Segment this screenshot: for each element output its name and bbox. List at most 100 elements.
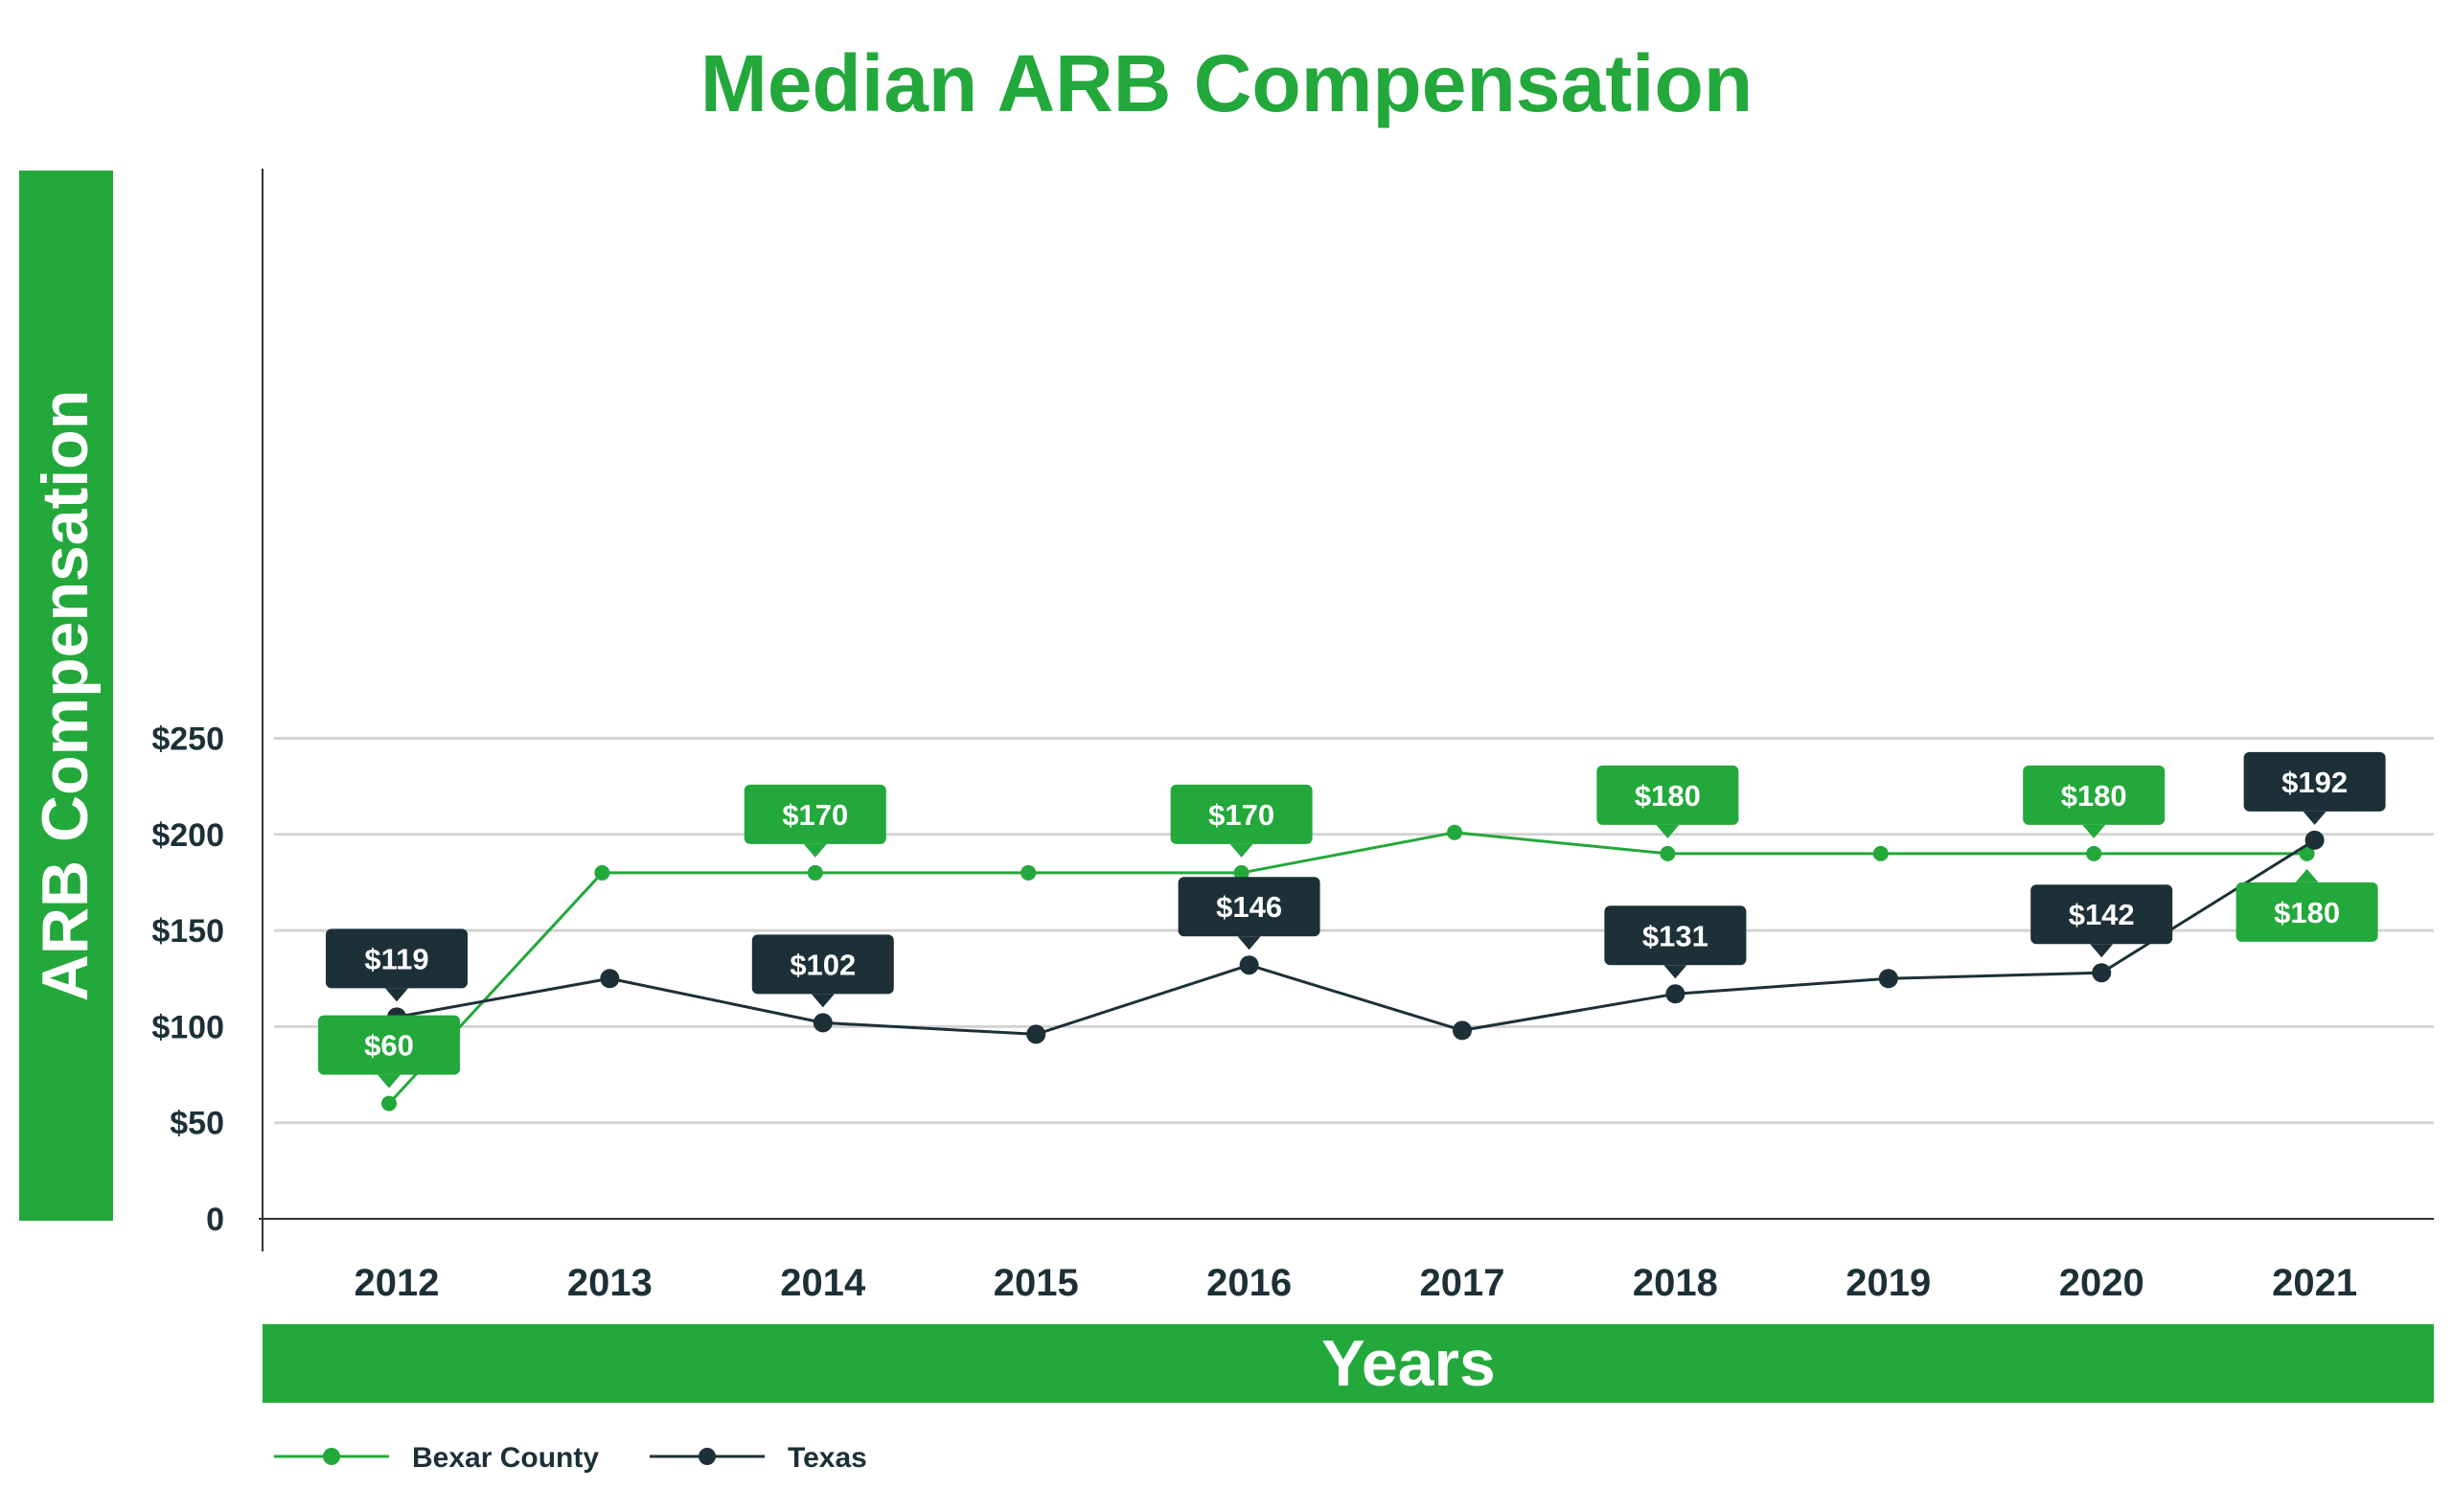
data-label-pointer — [1656, 824, 1680, 838]
data-label-callouts: $60 $170 $170 $180 $180 $180 $119 $102 $146 $131 $… — [318, 751, 2386, 1088]
data-point — [1026, 1024, 1046, 1044]
y-tick-label: $50 — [170, 1106, 224, 1142]
data-label-text: $180 — [2061, 779, 2127, 813]
data-label-box — [326, 928, 468, 989]
legend: Bexar County Texas — [274, 1442, 867, 1474]
x-axis-title: Years — [1321, 1327, 1496, 1400]
data-label-box — [2030, 884, 2173, 945]
data-point — [600, 969, 620, 989]
data-label-text: $180 — [1635, 779, 1701, 813]
data-point — [2299, 845, 2315, 861]
axes — [259, 169, 2434, 1251]
data-point — [381, 1095, 397, 1111]
data-label: $131 — [1604, 905, 1747, 979]
data-label: $170 — [1170, 784, 1313, 858]
x-axis-banner-background — [263, 1324, 2434, 1403]
x-tick-label: 2014 — [780, 1262, 866, 1304]
data-point — [1665, 984, 1685, 1004]
data-point — [807, 864, 823, 881]
y-axis-title: ARB Compensation — [29, 390, 102, 1001]
data-point — [1020, 864, 1037, 881]
data-label-pointer — [2090, 944, 2114, 958]
data-label-text: $146 — [1216, 890, 1282, 924]
data-label-box — [318, 1015, 460, 1075]
data-label-pointer — [2295, 868, 2319, 882]
data-label: $119 — [326, 928, 468, 1002]
legend-label: Texas — [788, 1442, 867, 1474]
data-point — [2304, 830, 2325, 850]
data-label-pointer — [1237, 936, 1261, 951]
x-tick-label: 2012 — [355, 1262, 440, 1304]
data-point — [1660, 845, 1676, 861]
x-axis-label-banner: Years — [263, 1324, 2434, 1403]
y-axis-label-banner: ARB Compensation — [19, 171, 113, 1221]
legend-item: Texas — [650, 1442, 867, 1474]
data-label-pointer — [2303, 811, 2327, 825]
y-tick-label: $200 — [151, 817, 224, 854]
data-label-text: $60 — [364, 1029, 414, 1063]
data-label-box — [1604, 905, 1747, 966]
x-tick-label: 2017 — [1420, 1262, 1505, 1304]
data-label-pointer — [1663, 965, 1687, 979]
x-tick-label: 2021 — [2272, 1262, 2357, 1304]
data-label: $192 — [2243, 751, 2386, 825]
data-label-text: $119 — [364, 942, 428, 975]
data-label: $180 — [2235, 868, 2378, 942]
y-tick-label: 0 — [206, 1202, 224, 1238]
x-tick-label: 2020 — [2059, 1262, 2144, 1304]
x-tick-label: 2019 — [1845, 1262, 1931, 1304]
x-tick-label: 2018 — [1633, 1262, 1718, 1304]
data-point — [2086, 845, 2102, 861]
data-label-pointer — [1229, 843, 1253, 858]
series — [381, 824, 2325, 1111]
data-label-box — [1170, 784, 1313, 844]
data-label-text: $131 — [1642, 919, 1708, 952]
y-tick-labels: 0 $50 $100 $150 $200 $250 — [151, 722, 224, 1239]
data-point — [1872, 845, 1889, 861]
data-label: $60 — [318, 1015, 460, 1088]
data-point — [1453, 1020, 1472, 1041]
data-label-pointer — [385, 988, 408, 1002]
data-label-box — [751, 934, 894, 995]
data-label-text: $170 — [1208, 798, 1274, 832]
data-label-box — [1178, 877, 1320, 937]
data-label-box — [2023, 765, 2166, 825]
data-point — [2092, 963, 2112, 983]
data-label: $170 — [744, 784, 886, 858]
data-label: $142 — [2030, 884, 2173, 958]
data-point — [594, 864, 610, 881]
data-label-text: $192 — [2281, 766, 2348, 799]
data-label: $146 — [1178, 877, 1320, 951]
legend-item: Bexar County — [274, 1442, 599, 1474]
series-line-texas — [396, 838, 2316, 1036]
legend-label: Bexar County — [412, 1442, 599, 1474]
data-point — [1878, 969, 1898, 989]
data-label-text: $170 — [782, 798, 848, 832]
data-label: $180 — [1596, 765, 1739, 838]
data-point — [813, 1013, 833, 1033]
data-label-pointer — [811, 994, 835, 1008]
x-tick-labels: 2012 2013 2014 2015 2016 2017 2018 2019 2020 2021 — [355, 1262, 2358, 1304]
series-line-bexar-county — [387, 831, 2307, 1105]
x-tick-label: 2015 — [994, 1262, 1079, 1304]
data-label-box — [744, 784, 886, 844]
data-label-text: $142 — [2069, 898, 2135, 931]
data-label-box — [2243, 751, 2386, 812]
y-tick-label: $100 — [151, 1009, 224, 1045]
data-label-text: $180 — [2274, 896, 2340, 929]
data-label-box — [2235, 882, 2378, 942]
data-point — [1239, 955, 1259, 975]
y-axis-banner-background — [19, 171, 113, 1221]
data-label-pointer — [378, 1074, 401, 1088]
data-label-pointer — [803, 843, 827, 858]
data-label-pointer — [2082, 824, 2106, 838]
data-label: $180 — [2023, 765, 2166, 838]
data-label-text: $102 — [790, 948, 856, 981]
data-point — [1447, 824, 1462, 840]
data-label: $102 — [751, 934, 894, 1008]
data-point — [1233, 864, 1249, 881]
y-tick-label: $250 — [151, 722, 224, 758]
legend-marker — [323, 1448, 340, 1465]
x-tick-label: 2016 — [1206, 1262, 1292, 1304]
